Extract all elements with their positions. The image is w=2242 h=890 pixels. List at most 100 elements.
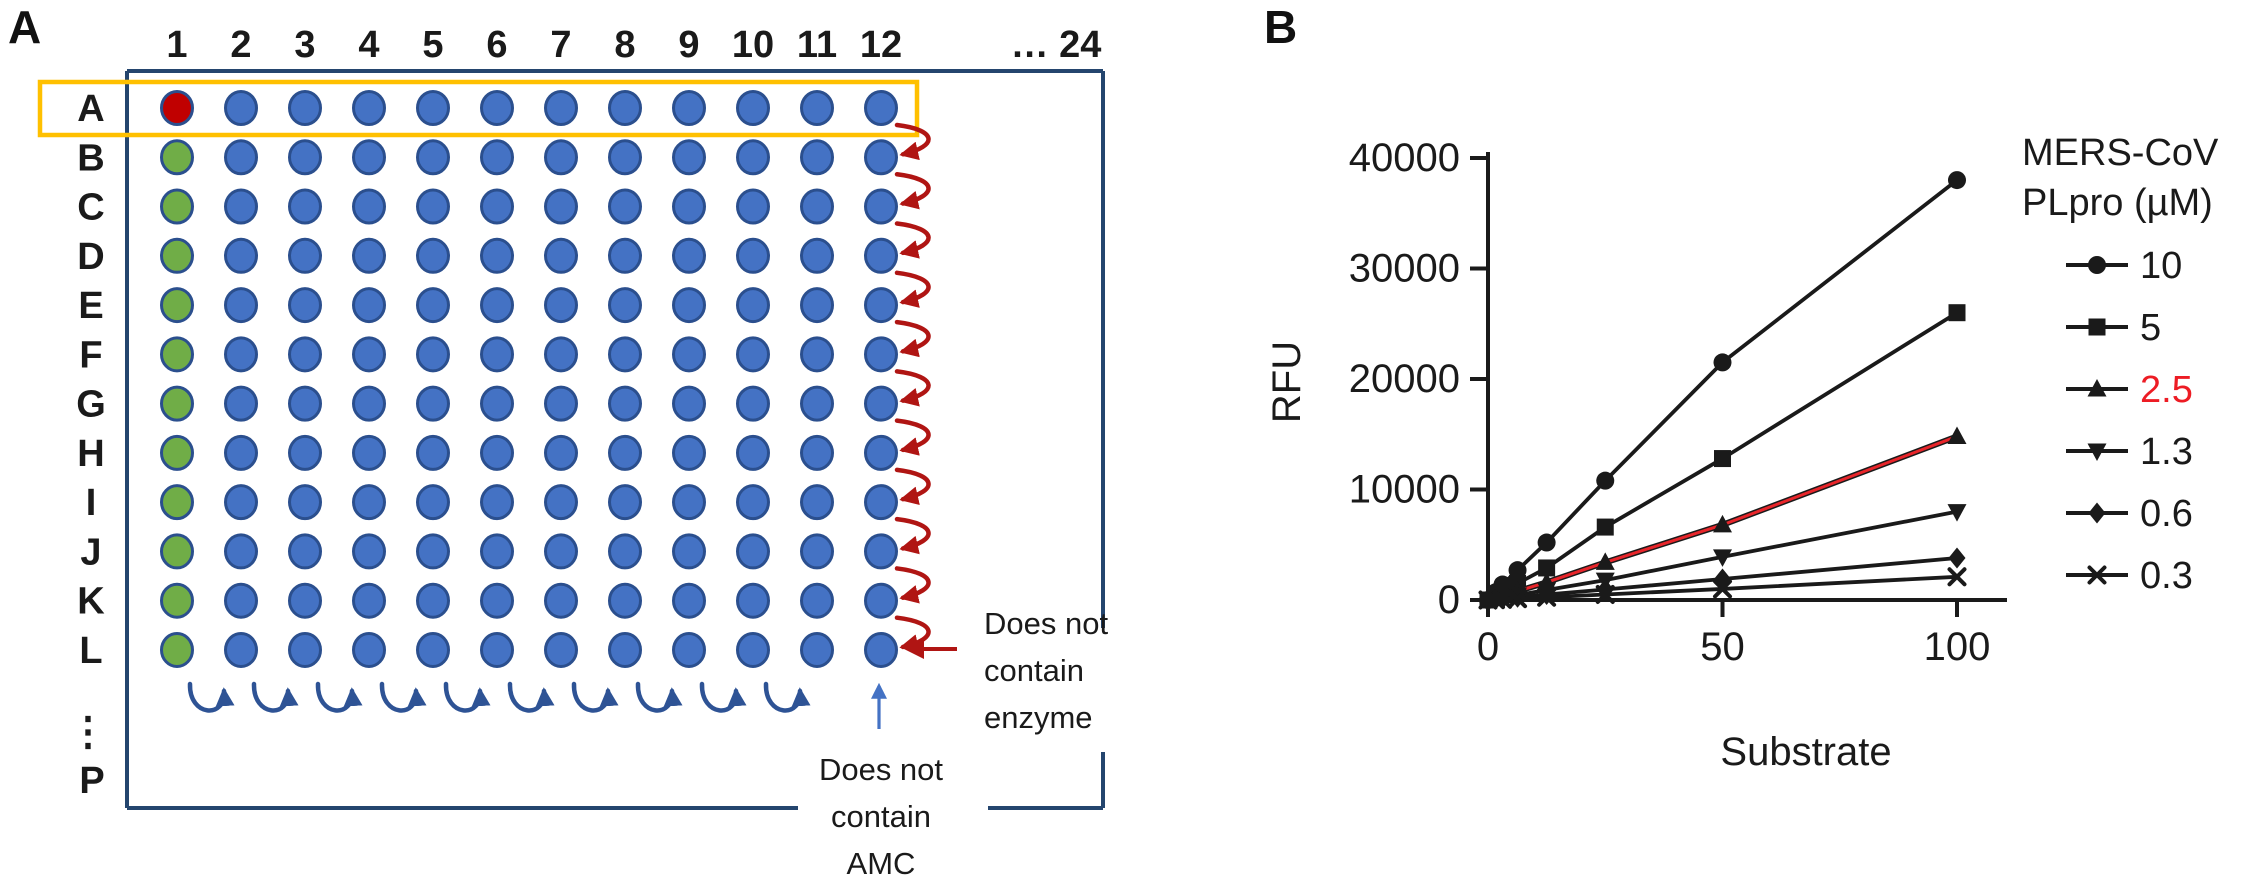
plate-column-label-7: 7 <box>550 24 571 66</box>
series-0.3-point-100 <box>1947 567 1967 587</box>
series-10-line <box>1486 178 1959 602</box>
plate-row-ellipsis: ⋮ <box>68 710 108 754</box>
well-K2 <box>224 582 258 619</box>
well-I7 <box>544 484 578 521</box>
well-J1 <box>160 533 194 570</box>
row-wrap-arrow-7 <box>894 418 931 456</box>
chart-axes <box>1486 152 2007 602</box>
well-A7 <box>544 90 578 126</box>
plate-row-label-P: P <box>79 760 104 802</box>
well-B9 <box>672 139 706 176</box>
well-J11 <box>800 533 834 570</box>
y-axis-title: RFU <box>1265 341 1309 423</box>
well-B8 <box>608 139 642 176</box>
well-G6 <box>480 385 514 422</box>
well-G3 <box>288 385 322 422</box>
well-H8 <box>608 434 642 471</box>
well-J5 <box>416 533 450 570</box>
legend-label-2.5: 2.5 <box>2140 369 2193 411</box>
plate-row-label-H: H <box>77 433 104 475</box>
series-10-point-6.3 <box>1508 561 1527 580</box>
well-E7 <box>544 287 578 324</box>
well-J10 <box>736 533 770 570</box>
column-wrap-arrow-3 <box>315 681 363 713</box>
well-D8 <box>608 237 642 274</box>
legend-item-2.5: 2.5 <box>2066 369 2193 411</box>
column-wrap-arrow-7 <box>571 681 619 713</box>
well-H2 <box>224 434 258 471</box>
series-2.5-point-100 <box>1947 426 1967 444</box>
well-K4 <box>352 582 386 619</box>
well-G10 <box>736 385 770 422</box>
well-E8 <box>608 287 642 324</box>
well-C1 <box>160 188 194 225</box>
well-F3 <box>288 336 322 373</box>
well-H9 <box>672 434 706 471</box>
column-wrap-arrow-6 <box>507 681 555 713</box>
well-I3 <box>288 484 322 521</box>
well-E11 <box>800 287 834 324</box>
row-wrap-arrow-10 <box>894 566 931 604</box>
well-C9 <box>672 188 706 225</box>
plate-row-label-C: C <box>77 187 104 229</box>
well-H4 <box>352 434 386 471</box>
legend-marker-x <box>2087 565 2107 585</box>
well-D12 <box>864 237 898 274</box>
well-D11 <box>800 237 834 274</box>
series-10-point-50 <box>1713 353 1732 372</box>
well-K11 <box>800 582 834 619</box>
well-I8 <box>608 484 642 521</box>
legend-label-5: 5 <box>2140 307 2161 349</box>
legend-label-0.6: 0.6 <box>2140 493 2193 535</box>
series-10-point-100 <box>1948 171 1966 190</box>
well-C10 <box>736 188 770 225</box>
column-wrap-arrow-2 <box>251 681 299 713</box>
no-enzyme-label-line-3: enzyme <box>984 700 1093 735</box>
well-D3 <box>288 237 322 274</box>
well-D4 <box>352 237 386 274</box>
legend-title-line-2: PLpro (µM) <box>2022 182 2213 224</box>
well-A8 <box>608 90 642 126</box>
well-D6 <box>480 237 514 274</box>
legend-marker-circle <box>2088 256 2106 274</box>
well-C8 <box>608 188 642 225</box>
well-F4 <box>352 336 386 373</box>
well-I6 <box>480 484 514 521</box>
well-D5 <box>416 237 450 274</box>
plate-outline <box>125 69 1105 810</box>
well-A1 <box>160 90 194 126</box>
row-a-highlight-box <box>37 79 920 138</box>
well-B11 <box>800 139 834 176</box>
series-10-point-12.5 <box>1537 533 1556 552</box>
well-D2 <box>224 237 258 274</box>
well-G5 <box>416 385 450 422</box>
well-K5 <box>416 582 450 619</box>
well-B4 <box>352 139 386 176</box>
column-wrap-arrow-9 <box>699 681 747 713</box>
well-J8 <box>608 533 642 570</box>
series-0.3-point-3.1 <box>1493 589 1513 609</box>
plate-column-label-4: 4 <box>358 24 379 66</box>
plate-row-label-L: L <box>79 630 102 672</box>
plate-row-label-G: G <box>76 384 106 426</box>
plate-column-label-2: 2 <box>230 24 251 66</box>
y-tick-label-20000: 20000 <box>1349 357 1460 401</box>
well-J4 <box>352 533 386 570</box>
well-G11 <box>800 385 834 422</box>
x-tick-label-100: 100 <box>1924 625 1991 669</box>
plate-column-label-11: 11 <box>797 24 837 66</box>
well-H3 <box>288 434 322 471</box>
well-C5 <box>416 188 450 225</box>
plate-row-label-B: B <box>77 137 104 179</box>
plate-column-label-12: 12 <box>860 24 902 66</box>
row-wrap-arrow-4 <box>894 270 931 308</box>
well-B5 <box>416 139 450 176</box>
well-A3 <box>288 90 322 126</box>
well-H1 <box>160 434 194 471</box>
well-G12 <box>864 385 898 422</box>
plate-row-label-E: E <box>78 285 103 327</box>
well-G4 <box>352 385 386 422</box>
well-L7 <box>544 631 578 668</box>
